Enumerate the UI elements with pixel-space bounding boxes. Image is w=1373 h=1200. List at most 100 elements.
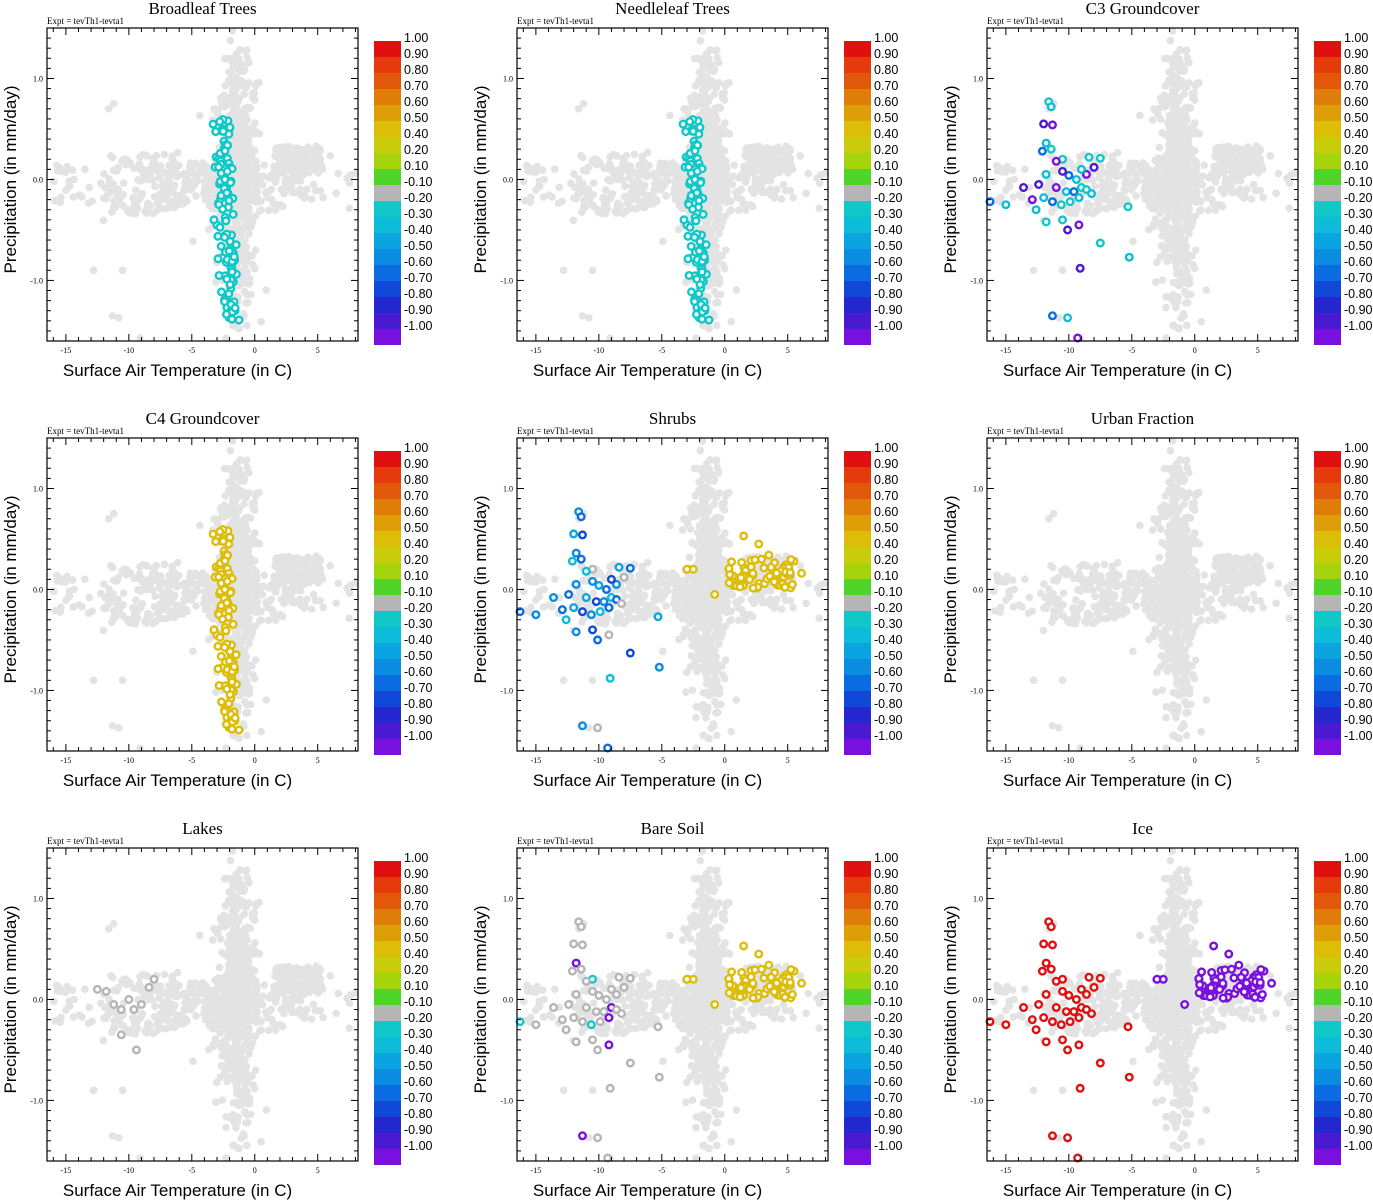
background-point	[621, 208, 629, 216]
highlight-point	[229, 252, 239, 262]
background-point	[234, 218, 242, 226]
background-point	[1150, 105, 1158, 113]
colorbar: 1.000.900.800.700.600.500.400.200.10-0.1…	[844, 31, 903, 345]
colorbar-label: -1.00	[404, 319, 433, 333]
background-point	[119, 179, 128, 187]
background-point	[703, 108, 711, 116]
background-point	[237, 60, 246, 69]
background-point	[532, 186, 540, 194]
background-point	[714, 298, 722, 307]
background-point	[718, 89, 727, 98]
background-point	[141, 207, 149, 216]
x-tick-label: 5	[1256, 346, 1260, 355]
background-point	[300, 567, 308, 576]
background-point	[345, 179, 354, 187]
background-point	[303, 595, 311, 604]
background-point	[1204, 206, 1213, 215]
background-point	[236, 455, 244, 464]
background-point	[262, 598, 270, 607]
highlight-point	[687, 287, 697, 297]
background-point	[1192, 179, 1200, 187]
background-point	[802, 189, 810, 198]
background-point	[100, 580, 108, 588]
highlight-point	[225, 122, 235, 132]
background-point	[1049, 166, 1058, 175]
background-point	[1091, 208, 1099, 216]
highlight-point	[1074, 220, 1084, 230]
colorbar-swatch	[844, 329, 871, 345]
background-point	[274, 555, 283, 564]
background-point	[997, 193, 1005, 202]
highlight-points	[985, 97, 1134, 343]
background-point	[1173, 252, 1182, 261]
background-point	[89, 266, 98, 275]
colorbar-label: 0.40	[874, 127, 898, 141]
background-point	[1197, 206, 1205, 214]
background-point	[153, 167, 162, 176]
background-point	[150, 602, 159, 611]
colorbar-swatch	[1314, 217, 1341, 233]
background-point	[1225, 182, 1234, 190]
background-point	[540, 175, 548, 184]
background-point	[770, 157, 778, 166]
background-point	[1231, 147, 1239, 156]
colorbar-label: 0.80	[404, 63, 428, 77]
background-point	[660, 162, 669, 170]
background-point	[1274, 169, 1283, 178]
background-point	[742, 153, 751, 161]
background-point	[753, 156, 762, 164]
colorbar-label: -0.30	[404, 207, 433, 221]
background-point	[1172, 167, 1181, 176]
background-point	[1256, 145, 1264, 153]
background-point	[1063, 206, 1072, 215]
background-point	[207, 607, 216, 616]
background-point	[1108, 152, 1117, 161]
background-point	[177, 609, 186, 618]
background-point	[659, 237, 667, 246]
colorbar-label: 0.90	[874, 47, 898, 61]
colorbar-swatch	[1314, 41, 1341, 57]
background-point	[242, 46, 251, 54]
colorbar-swatch	[1314, 73, 1341, 89]
background-point	[199, 189, 208, 198]
background-point	[726, 197, 735, 206]
background-point	[319, 193, 327, 202]
background-point	[628, 182, 636, 190]
background-point	[222, 334, 230, 342]
background-point	[236, 556, 244, 564]
background-point	[196, 111, 204, 120]
panel-title: Needleleaf Trees	[615, 0, 730, 18]
highlight-point	[220, 232, 230, 242]
background-point	[704, 324, 712, 333]
background-point	[1247, 195, 1256, 203]
background-point	[185, 591, 194, 600]
background-point	[118, 266, 127, 275]
highlight-point	[1051, 156, 1061, 166]
colorbar-label: -0.70	[1344, 271, 1373, 285]
x-tick-label: 0	[723, 346, 727, 355]
background-point	[804, 169, 813, 178]
background-point	[744, 160, 753, 169]
highlight-point	[681, 127, 691, 137]
background-point	[796, 152, 805, 160]
background-point	[309, 180, 318, 189]
highlight-point	[222, 188, 232, 198]
colorbar-swatch	[374, 105, 401, 121]
background-point	[1157, 242, 1166, 250]
background-point	[160, 150, 169, 159]
colorbar-label: -0.60	[1344, 255, 1373, 269]
background-point	[245, 279, 254, 287]
colorbar-swatch	[844, 281, 871, 297]
background-point	[242, 456, 251, 464]
highlight-point	[1063, 225, 1073, 235]
background-point	[620, 192, 629, 201]
background-point	[1172, 262, 1181, 270]
background-point	[251, 212, 260, 220]
background-point	[1197, 317, 1205, 326]
background-point	[577, 151, 585, 160]
background-point	[237, 77, 245, 85]
colorbar: 1.000.900.800.700.600.500.400.200.10-0.1…	[1314, 31, 1373, 345]
highlight-point	[227, 267, 237, 277]
background-point	[1240, 194, 1249, 202]
